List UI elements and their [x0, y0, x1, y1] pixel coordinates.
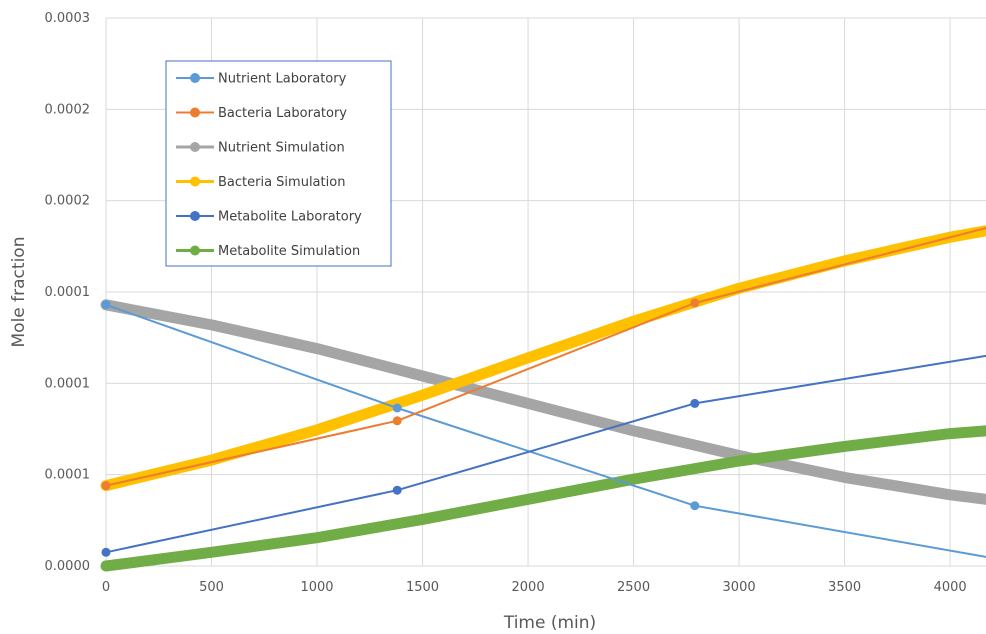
legend-label: Metabolite Simulation — [218, 244, 360, 259]
data-point — [690, 398, 700, 408]
series-metabolite-laboratory — [101, 354, 986, 557]
x-tick-label: 2000 — [512, 580, 545, 595]
series-bacteria-simulation — [100, 225, 986, 492]
x-tick-label: 500 — [199, 580, 224, 595]
series-line — [100, 225, 986, 492]
data-point — [101, 481, 111, 491]
x-axis-title: Time (min) — [503, 613, 596, 633]
legend-label: Metabolite Laboratory — [218, 210, 362, 225]
x-tick-label: 1500 — [406, 580, 439, 595]
legend-box — [165, 60, 392, 267]
y-tick-label: 0.0003 — [45, 11, 91, 26]
series-line — [105, 354, 986, 554]
series-nutrient-simulation — [100, 299, 986, 505]
legend-label: Nutrient Laboratory — [218, 72, 347, 87]
data-point — [101, 547, 111, 557]
data-point — [690, 501, 700, 511]
y-tick-label: 0.0002 — [45, 102, 91, 117]
y-tick-label: 0.0001 — [45, 376, 91, 391]
x-tick-label: 3000 — [723, 580, 756, 595]
data-point — [392, 485, 402, 495]
series-line — [100, 425, 986, 572]
legend-label: Bacteria Laboratory — [218, 106, 347, 121]
legend-label: Nutrient Simulation — [218, 141, 345, 156]
legend-item: Nutrient Simulation — [176, 141, 345, 156]
data-point — [690, 298, 700, 308]
series-line — [105, 303, 986, 558]
legend-label: Bacteria Simulation — [218, 175, 345, 190]
legend: Nutrient Laboratory Bacteria Laboratory Nu… — [165, 60, 392, 267]
data-point — [101, 300, 111, 310]
y-tick-label: 0.0001 — [45, 285, 91, 300]
series-bacteria-laboratory — [101, 227, 986, 491]
x-tick-label: 3500 — [828, 580, 861, 595]
y-tick-label: 0.0001 — [45, 468, 91, 483]
data-point — [392, 403, 402, 413]
legend-marker — [190, 211, 200, 221]
legend-item: Bacteria Simulation — [176, 175, 345, 190]
x-tick-label: 1000 — [300, 580, 333, 595]
legend-marker — [190, 245, 200, 256]
x-tick-label: 4000 — [934, 580, 967, 595]
series-layer — [100, 225, 986, 572]
tick-labels: 0.0000 0.0001 0.0001 0.0001 0.0002 0.0002 0.00… — [45, 11, 967, 595]
legend-marker — [190, 107, 200, 118]
x-tick-label: 0 — [102, 580, 110, 595]
data-point — [392, 416, 402, 426]
legend-marker — [190, 142, 200, 152]
legend-marker — [190, 176, 200, 187]
legend-item: Metabolite Laboratory — [176, 210, 362, 225]
legend-marker — [190, 73, 200, 83]
legend-item: Nutrient Laboratory — [176, 72, 347, 87]
y-axis-title: Mole fraction — [9, 237, 29, 348]
legend-item: Bacteria Laboratory — [176, 106, 347, 121]
series-line — [100, 299, 986, 505]
legend-item: Metabolite Simulation — [176, 244, 360, 259]
series-line — [105, 227, 986, 487]
series-nutrient-laboratory — [101, 300, 986, 558]
y-tick-label: 0.0002 — [45, 194, 91, 209]
series-metabolite-simulation — [100, 425, 986, 572]
y-tick-label: 0.0000 — [45, 559, 91, 574]
x-tick-label: 2500 — [617, 580, 650, 595]
